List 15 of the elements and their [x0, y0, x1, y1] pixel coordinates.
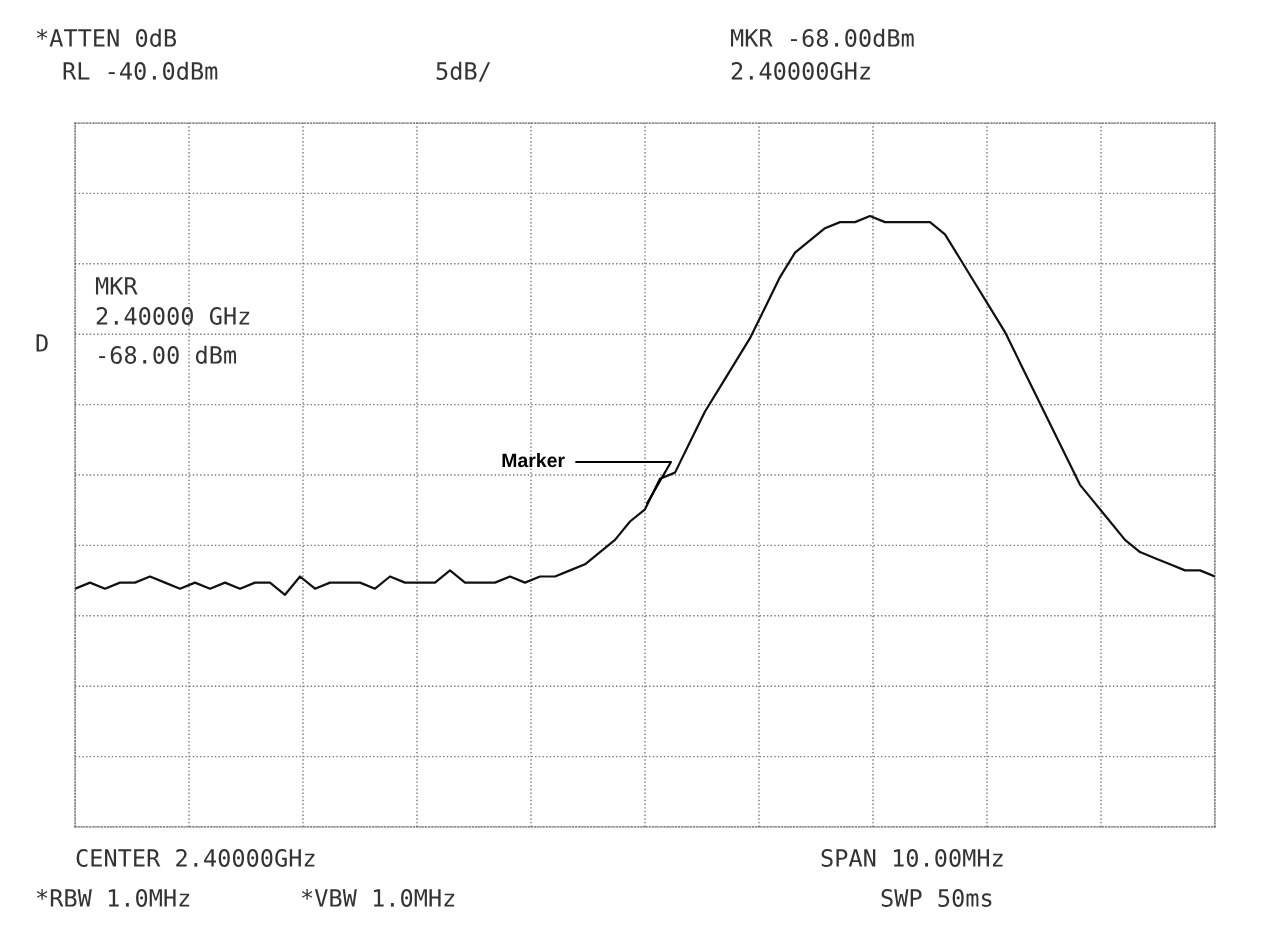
- text: *RBW 1.0MHz: [36, 889, 190, 907]
- text: MKR -68.00dBm: [730, 28, 914, 47]
- annotation: MKR: [95, 277, 138, 295]
- text: RL -40.0dBm: [63, 61, 218, 80]
- text: *ATTEN 0dB: [36, 28, 177, 47]
- text: CENTER 2.40000GHz: [76, 849, 315, 867]
- text: 2.40000GHz: [731, 62, 870, 80]
- annotation: 2.40000 GHz: [96, 307, 250, 325]
- annotation: -68.00 dBm: [99, 345, 237, 364]
- text: *VBW 1.0MHz: [301, 889, 455, 907]
- text: SWP 50ms: [881, 889, 992, 907]
- text: 5dB/: [436, 61, 491, 82]
- text: D: [36, 334, 48, 352]
- text: SPAN 10.00MHz: [821, 849, 1003, 867]
- annotation: Marker: [502, 452, 565, 468]
